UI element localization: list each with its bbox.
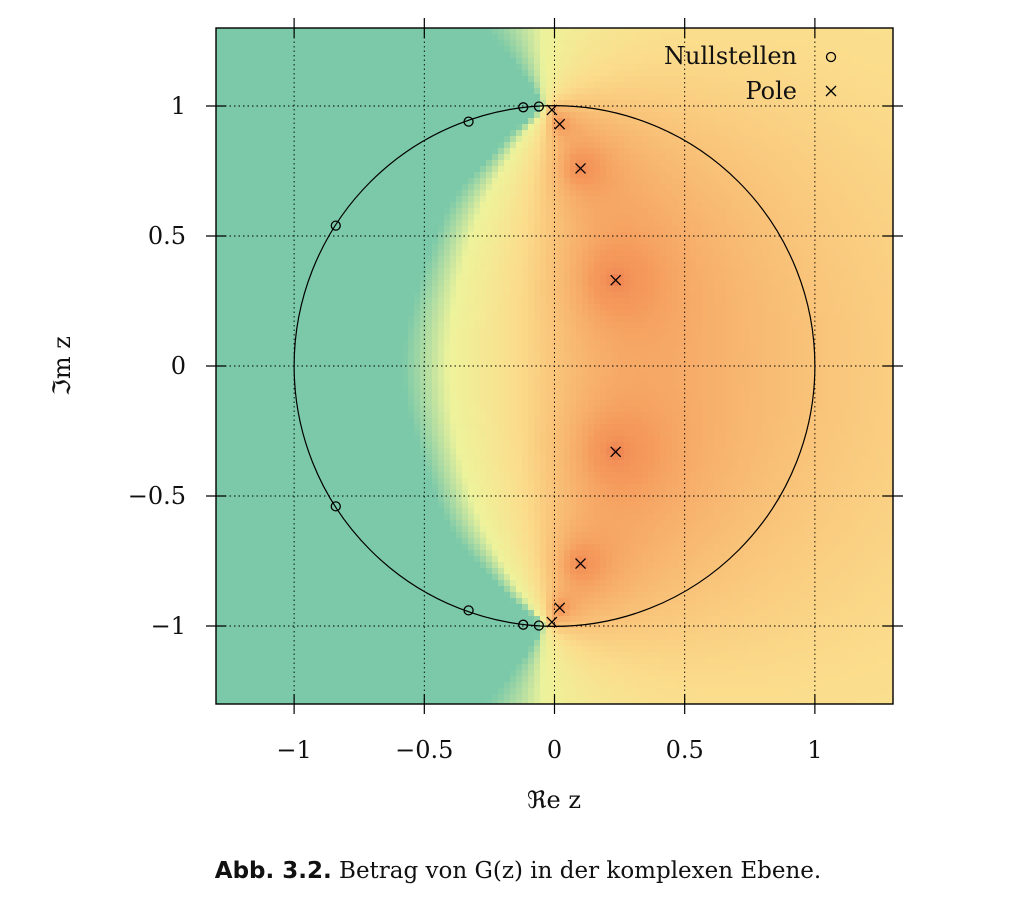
poles-markers: [546, 104, 622, 628]
x-tick-labels: −1 −0.5 0 0.5 1: [276, 736, 822, 764]
y-tick-label: −0.5: [128, 482, 186, 510]
pole-marker: [575, 558, 586, 570]
x-tick-label: −1: [276, 736, 311, 764]
zero-marker: [330, 501, 341, 512]
zeros-markers: [330, 101, 545, 631]
legend-label-zeros: Nullstellen: [664, 42, 797, 70]
pole-marker: [554, 602, 566, 614]
caption-text: Betrag von G(z) in der komplexen Ebene.: [339, 858, 822, 884]
zero-marker: [518, 102, 529, 113]
pole-marker: [575, 162, 586, 174]
y-tick-label: −1: [151, 612, 186, 640]
legend-zero-icon: [825, 51, 837, 63]
y-axis-label: ℑm z: [48, 336, 76, 396]
pole-marker: [546, 616, 558, 628]
unit-circle: [293, 105, 816, 627]
legend-label-poles: Pole: [745, 77, 797, 105]
x-tick-label: 0.5: [666, 736, 704, 764]
legend-pole-icon: [825, 85, 837, 97]
x-axis-label: ℜe z: [527, 786, 581, 814]
axis-ticks: [206, 18, 903, 714]
zero-marker: [463, 605, 474, 616]
caption-lead: Abb. 3.2.: [214, 858, 332, 884]
zero-marker: [463, 116, 474, 127]
pole-marker: [610, 446, 622, 458]
y-tick-labels: −1 −0.5 0 0.5 1: [128, 92, 186, 640]
figure-caption: Abb. 3.2. Betrag von G(z) in der komplex…: [0, 858, 1036, 884]
zero-marker: [518, 619, 529, 630]
x-tick-label: 1: [807, 736, 822, 764]
heatmap-magnitude: [216, 28, 893, 704]
pole-marker: [554, 118, 566, 130]
y-tick-label: 1: [171, 92, 186, 120]
legend: Nullstellen Pole: [664, 42, 837, 105]
pole-marker: [546, 104, 558, 116]
pole-marker: [610, 274, 622, 286]
x-tick-label: −0.5: [395, 736, 453, 764]
x-tick-label: 0: [547, 736, 562, 764]
zero-marker: [533, 620, 545, 631]
y-tick-label: 0: [171, 352, 186, 380]
y-tick-label: 0.5: [148, 222, 186, 250]
zero-marker: [533, 101, 545, 112]
zero-marker: [330, 220, 341, 231]
